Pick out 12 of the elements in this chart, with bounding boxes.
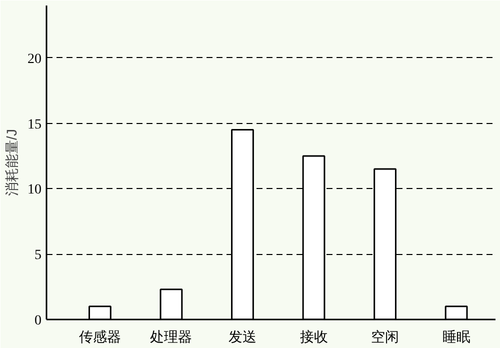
y-tick-label: 20 xyxy=(28,52,42,67)
y-tick-label: 10 xyxy=(28,182,42,198)
y-tick-label: 0 xyxy=(34,314,42,328)
y-tick-label: 15 xyxy=(28,117,42,132)
x-tick-label: 传感器 xyxy=(78,330,121,346)
x-tick-label: 处理器 xyxy=(150,330,192,346)
x-tick-label: 发送 xyxy=(228,330,256,346)
x-tick-label: 接收 xyxy=(300,330,328,346)
x-tick-label: 空闲 xyxy=(371,330,400,346)
y-tick-label: 5 xyxy=(34,248,42,264)
y-axis-title: 消耗能量/J xyxy=(4,129,20,196)
x-tick-label: 睡眠 xyxy=(442,330,470,346)
